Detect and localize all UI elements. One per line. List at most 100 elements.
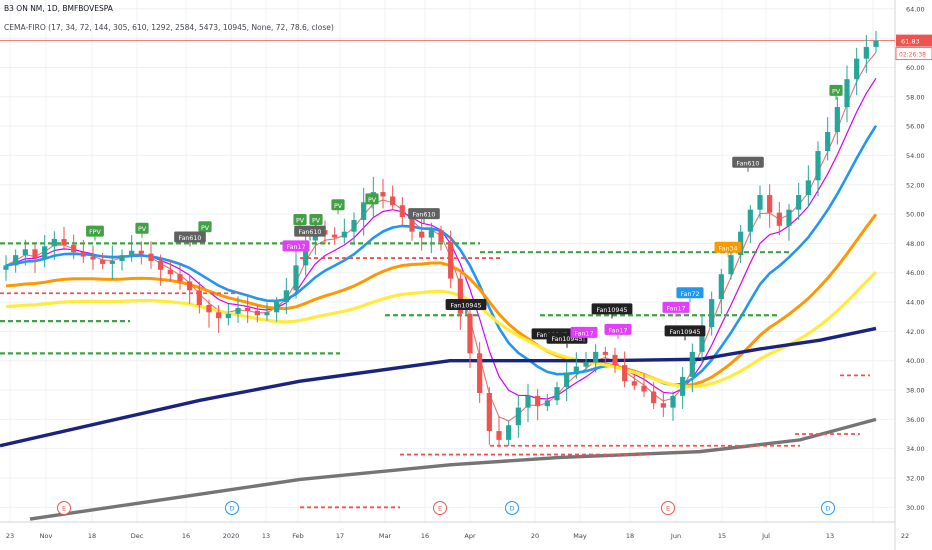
candle-body (3, 265, 9, 270)
candle-body (651, 391, 657, 404)
signal-label-box (664, 325, 706, 337)
candle-body (332, 234, 338, 238)
time-tick-label: 13 (826, 532, 834, 540)
candle-body (680, 376, 686, 396)
signal-label-box (282, 240, 310, 252)
candle-body (767, 195, 773, 213)
time-tick-label: Nov (40, 532, 53, 540)
signal-label-fpv: FPV (86, 225, 104, 241)
candle-body (486, 392, 492, 432)
candle-body (177, 274, 183, 282)
candle-body (796, 195, 802, 210)
candle-body (544, 400, 550, 407)
candle-body (13, 255, 19, 266)
signal-label-text: Fan10945 (552, 336, 583, 343)
candle-body (660, 403, 666, 408)
event-letter: D (229, 505, 234, 513)
candle-body (341, 231, 347, 238)
signal-label-box (445, 298, 487, 310)
signal-label-box (198, 221, 212, 233)
dividend-event-icon: D (821, 501, 835, 515)
signal-label-box (365, 193, 379, 205)
signal-label-fan10945: Fan10945 (445, 298, 487, 314)
signal-label-text: Fan17 (609, 327, 628, 334)
signal-label-box (676, 287, 704, 299)
signal-label-box (331, 199, 345, 211)
candle-body (264, 312, 270, 316)
price-tick-label: 30.00 (906, 504, 925, 512)
price-tick-label: 44.00 (906, 299, 925, 307)
candle-body (699, 326, 705, 352)
event-letter: E (438, 505, 442, 513)
event-circle (505, 501, 519, 515)
time-tick-label: Jul (761, 532, 770, 540)
price-tick-label: 64.00 (906, 5, 925, 13)
price-tick-label: 46.00 (906, 269, 925, 277)
signal-label-text: Fan10945 (451, 302, 482, 309)
candle-body (274, 302, 280, 313)
signal-label-text: FPV (89, 229, 101, 236)
signal-label-text: PV (312, 217, 321, 224)
signal-label-fan10945: Fan10945 (591, 303, 633, 319)
price-tick-label: 38.00 (906, 387, 925, 395)
candle-body (235, 307, 241, 314)
candle-body (612, 354, 618, 366)
candle-body (90, 256, 96, 260)
candle-body (506, 425, 512, 440)
candle-body (61, 239, 67, 245)
candle-body (863, 46, 869, 59)
signal-label-box (570, 326, 598, 338)
candle-body (834, 107, 840, 132)
candle-body (71, 244, 77, 253)
price-tick-label: 52.00 (906, 181, 925, 189)
signal-label-fan17: Fan17 (282, 240, 310, 256)
candle-body (293, 265, 299, 291)
candle-body (390, 196, 396, 206)
signal-label-fan610: Fan610 (732, 156, 764, 172)
signal-label-text: Fan34 (719, 245, 738, 252)
signal-label-text: Fan17 (667, 305, 686, 312)
event-letter: D (825, 505, 830, 513)
signal-label-fan610: Fan610 (294, 225, 326, 241)
candle-body (119, 255, 125, 261)
time-tick-label: 22 (901, 532, 909, 540)
ma-line-ema-305 (5, 270, 878, 389)
candle-body (380, 192, 386, 197)
price-tick-label: 60.00 (906, 64, 925, 72)
candle-body (419, 231, 425, 238)
signal-label-fan17: Fan17 (662, 301, 690, 317)
time-tick-label: May (573, 532, 587, 540)
candle-body (535, 395, 541, 407)
price-tick-label: 56.00 (906, 123, 925, 131)
signal-label-box (408, 208, 440, 220)
time-tick-label: 20 (531, 532, 539, 540)
candle-body (399, 205, 405, 218)
event-circle (225, 501, 239, 515)
time-tick-label: 2020 (223, 532, 240, 540)
signal-label-box (604, 323, 632, 335)
candle-body (448, 241, 454, 279)
price-tick-label: 48.00 (906, 240, 925, 248)
time-tick-label: Apr (464, 532, 476, 540)
candle-body (709, 299, 715, 327)
candle-body (148, 253, 154, 261)
time-tick-label: Dec (131, 532, 144, 540)
candle-body (158, 261, 164, 270)
candle-body (718, 274, 724, 300)
candle-body (631, 381, 637, 386)
signal-label-fan17: Fan17 (570, 326, 598, 342)
indicator-title[interactable]: CEMA-FIRO (17, 34, 72, 144, 305, 610, 12… (4, 23, 334, 32)
candle-body (805, 180, 811, 196)
countdown-label: 02:26:38 (899, 52, 926, 59)
candle-body (42, 246, 48, 259)
signal-label-text: Fan610 (179, 235, 202, 242)
candle-body (254, 310, 260, 316)
candle-body (100, 259, 106, 264)
candle-body (196, 290, 202, 305)
time-tick-label: 13 (262, 532, 270, 540)
price-tick-label: 36.00 (906, 416, 925, 424)
candle-body (361, 202, 367, 220)
price-tick-label: 32.00 (906, 475, 925, 483)
